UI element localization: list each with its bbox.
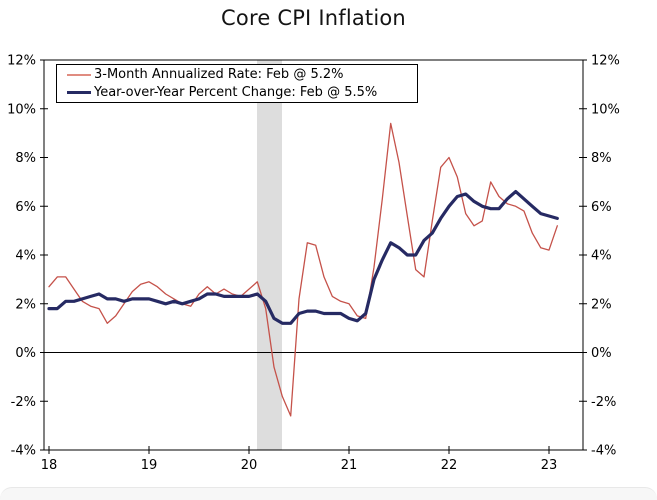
page-bottom-strip <box>0 487 657 500</box>
legend-swatch-year-over-year-line <box>67 91 91 94</box>
x-axis-label: 23 <box>541 458 558 473</box>
chart-title: Core CPI Inflation <box>221 6 406 30</box>
x-axis-label: 22 <box>441 458 458 473</box>
series-line-year-over-year <box>47 190 559 325</box>
y-axis-label-left: 10% <box>7 102 36 117</box>
chart-legend: 3-Month Annualized Rate: Feb @ 5.2% Year… <box>56 64 418 103</box>
recession-band <box>257 60 282 450</box>
y-axis-label-left: 4% <box>15 249 36 264</box>
y-axis-label-right: 2% <box>591 297 612 312</box>
series-line-3-month-rate <box>48 122 558 417</box>
y-axis-label-right: 12% <box>591 54 620 69</box>
y-axis-label-left: 6% <box>15 200 36 215</box>
legend-item-3-month-rate: 3-Month Annualized Rate: Feb @ 5.2% <box>67 66 417 83</box>
y-axis-label-right: -4% <box>591 444 616 459</box>
x-axis-label: 19 <box>141 458 158 473</box>
y-axis-label-right: 10% <box>591 102 620 117</box>
y-axis-label-right: 8% <box>591 151 612 166</box>
legend-item-year-over-year: Year-over-Year Percent Change: Feb @ 5.5… <box>67 84 417 101</box>
cpi-inflation-line-chart: -4% -4% -2% -2% 0% 0% 2% 2% 4% 4% 6% 6% 8% 8% 10% 10% 12… <box>7 54 620 474</box>
y-axis-label-right: 6% <box>591 200 612 215</box>
plot-border <box>43 59 584 451</box>
y-axis-label-left: 0% <box>15 346 36 361</box>
legend-swatch-3-month-line <box>67 73 91 76</box>
y-axis-label-right: 4% <box>591 249 612 264</box>
x-axis-label: 18 <box>41 458 58 473</box>
y-axis-label-right: 0% <box>591 346 612 361</box>
x-axis-label: 21 <box>341 458 358 473</box>
y-axis-label-left: 12% <box>7 54 36 69</box>
legend-label-year-over-year: Year-over-Year Percent Change: Feb @ 5.5… <box>94 85 378 100</box>
legend-label-3-month-rate: 3-Month Annualized Rate: Feb @ 5.2% <box>94 67 344 82</box>
y-axis-label-left: -2% <box>11 395 36 410</box>
chart-area: -4% -4% -2% -2% 0% 0% 2% 2% 4% 4% 6% 6% 8% 8% 10% 10% 12… <box>7 54 620 474</box>
x-axis-label: 20 <box>241 458 258 473</box>
y-axis-label-right: -2% <box>591 395 616 410</box>
y-axis-label-left: 2% <box>15 297 36 312</box>
y-axis-label-left: 8% <box>15 151 36 166</box>
y-axis-label-left: -4% <box>11 444 36 459</box>
